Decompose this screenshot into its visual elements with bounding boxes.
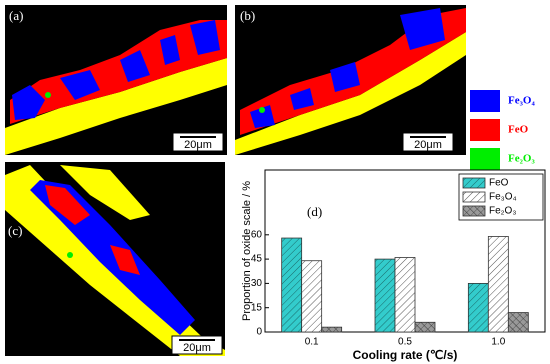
bar [507, 312, 529, 333]
bar [394, 257, 416, 333]
phase-swatch [470, 119, 500, 141]
micrograph-a [5, 5, 227, 155]
y-axis-title: Proportion of oxide scale / % [241, 181, 253, 321]
x-axis-title: Cooling rate (℃/s) [353, 348, 458, 362]
legend-label: FeO [489, 178, 509, 189]
y-tick-label: 0 [256, 327, 262, 338]
panel-label: (b) [240, 8, 255, 23]
legend-swatch [462, 191, 486, 203]
phase-swatch [470, 90, 500, 112]
y-tick-label: 45 [251, 254, 263, 265]
legend-label: Fe₃O₄ [489, 192, 517, 203]
bar [467, 282, 489, 333]
legend-swatch [462, 205, 486, 217]
scale-bar-label: 20μm [184, 139, 212, 151]
bar [281, 237, 303, 333]
micrograph-c [5, 162, 225, 356]
bar [487, 236, 509, 333]
bar [301, 260, 323, 333]
phase-label: Fe₃O₄ [508, 95, 535, 107]
panel-label: (a) [9, 8, 23, 23]
scale-bar-label: 20μm [414, 139, 442, 151]
micrograph-b [235, 5, 466, 155]
panel-label: (d) [307, 204, 322, 219]
phase-swatch [470, 148, 500, 170]
bar [321, 326, 343, 333]
bar [374, 258, 396, 333]
phase-label: FeO [508, 124, 529, 136]
y-tick-label: 30 [251, 278, 263, 289]
x-tick-label: 0.1 [305, 337, 319, 348]
x-tick-label: 0.5 [398, 337, 412, 348]
legend-label: Fe₂O₃ [489, 206, 516, 217]
x-tick-label: 1.0 [491, 337, 505, 348]
legend-swatch [462, 177, 486, 189]
y-tick-label: 15 [251, 302, 263, 313]
bar [414, 321, 436, 333]
phase-label: Fe₂O₃ [508, 153, 535, 165]
bar-chart: 0 15 30 45 60 0.1 0.5 1.0 Cooling rate (℃/s) Prop… [241, 169, 546, 362]
y-tick-label: 60 [251, 229, 263, 240]
panel-label: (c) [8, 223, 22, 238]
scale-bar-label: 20μm [183, 342, 211, 354]
